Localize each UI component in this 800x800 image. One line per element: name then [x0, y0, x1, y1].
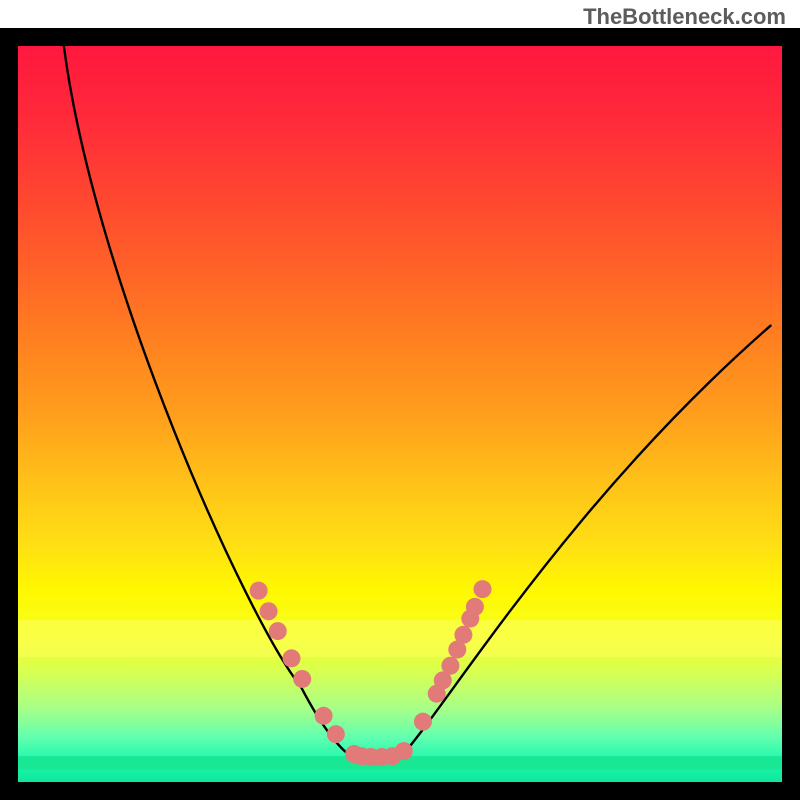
curve-marker: [293, 670, 311, 688]
curve-marker: [260, 602, 278, 620]
curve-marker: [466, 598, 484, 616]
curve-marker: [250, 582, 268, 600]
curve-marker: [283, 649, 301, 667]
curve-marker: [414, 713, 432, 731]
curve-marker: [269, 622, 287, 640]
curve-marker: [474, 580, 492, 598]
curve-marker: [327, 725, 345, 743]
curve-marker: [441, 657, 459, 675]
curve-marker: [454, 626, 472, 644]
bottleneck-chart: [0, 0, 800, 800]
watermark-label: TheBottleneck.com: [583, 4, 786, 30]
curve-marker: [315, 707, 333, 725]
curve-marker: [395, 742, 413, 760]
